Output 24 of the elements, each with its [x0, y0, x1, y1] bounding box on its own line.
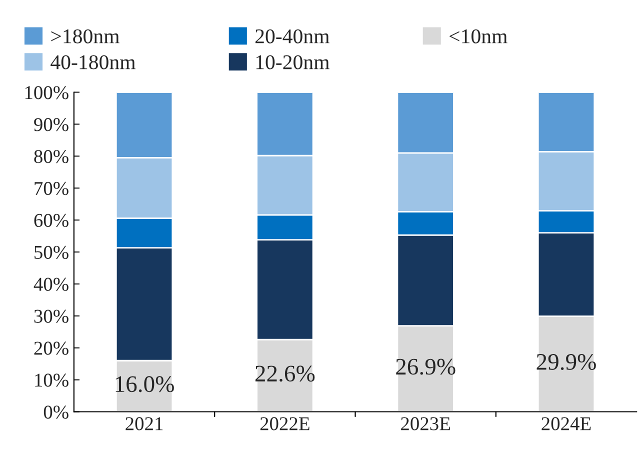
x-tick-label: 2022E — [260, 417, 310, 430]
y-tick-label: 60% — [34, 214, 68, 228]
legend-label: 20-40nm — [255, 29, 330, 44]
legend-label: <10nm — [450, 29, 508, 44]
x-tick-label: 2024E — [542, 417, 591, 430]
y-tick-label: 80% — [34, 150, 68, 164]
y-tick-label: 0% — [44, 406, 68, 419]
x-tick-label: 2021 — [126, 417, 163, 430]
y-tick-label: 30% — [34, 310, 68, 323]
legend-label: 10-20nm — [256, 55, 330, 70]
data-label: 26.9% — [396, 358, 456, 375]
legend-label: 40-180nm — [50, 55, 136, 70]
y-tick-label: 50% — [34, 246, 68, 259]
y-tick-label: 90% — [34, 118, 68, 132]
data-label: 16.0% — [116, 376, 174, 392]
data-label: 29.9% — [536, 354, 596, 370]
y-tick-label: 70% — [34, 182, 68, 196]
x-tick-label: 2023E — [401, 417, 450, 430]
y-tick-label: 100% — [25, 86, 68, 100]
y-tick-label: 20% — [34, 342, 68, 355]
legend-label: >180nm — [51, 29, 120, 44]
y-tick-label: 10% — [35, 374, 68, 387]
y-tick-label: 40% — [34, 278, 68, 291]
data-label: 22.6% — [255, 366, 315, 382]
